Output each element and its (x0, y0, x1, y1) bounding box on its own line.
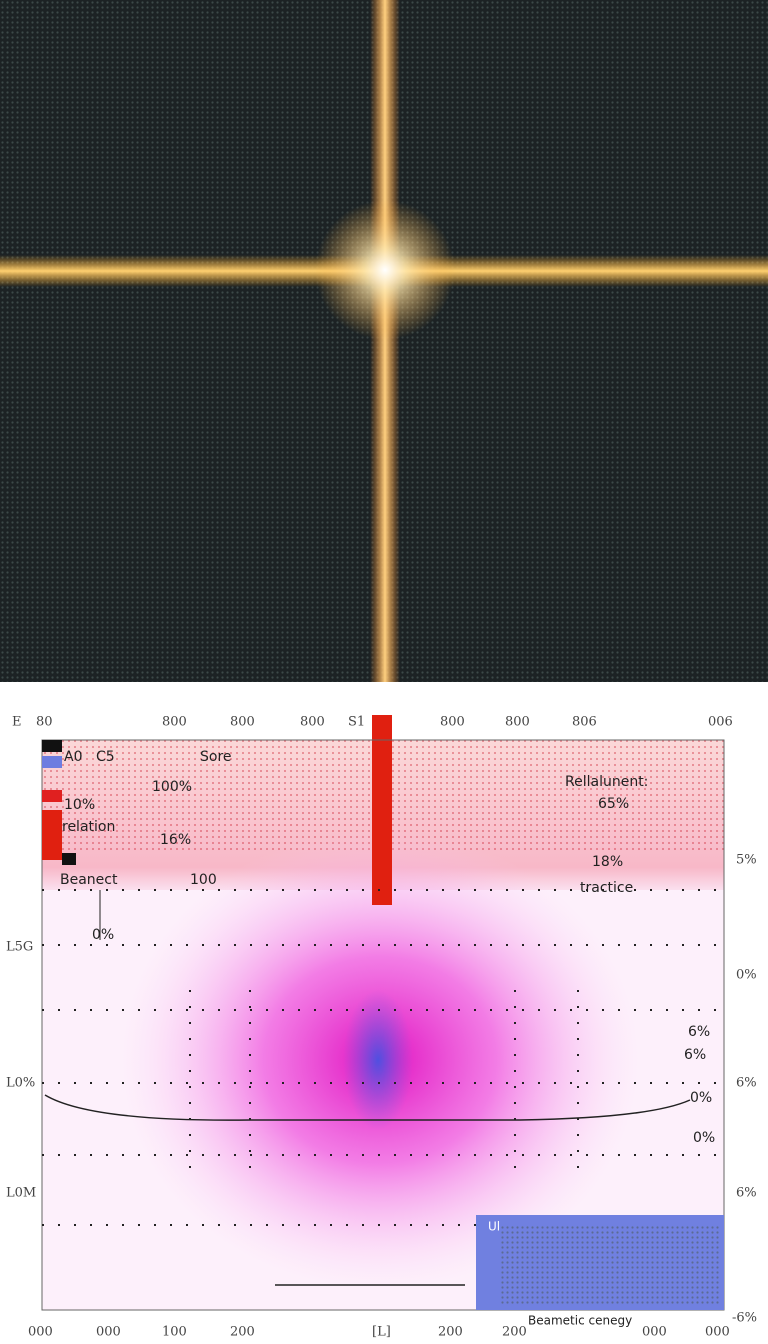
legend-text: 0% (92, 927, 114, 943)
left-axis-label: L5G (6, 940, 33, 955)
inset-caption: Beametic cenegy (528, 1314, 632, 1328)
inset-label: Ul (488, 1220, 500, 1234)
bottom-axis-label: 000 (705, 1325, 730, 1340)
bottom-axis-label: 200 (230, 1325, 255, 1340)
top-axis-label: 800 (300, 715, 325, 730)
bottom-axis-label: 200 (438, 1325, 463, 1340)
right-axis-label: 5% (736, 853, 757, 868)
labels: E 80 800 800 800 S1 800 800 806 006 A0 C… (6, 715, 757, 1340)
legend-text: relation (62, 819, 115, 835)
top-axis-label: E (12, 715, 22, 730)
legend-text: Sore (200, 749, 232, 765)
annotation: 0% (690, 1090, 712, 1106)
top-axis-label: 800 (505, 715, 530, 730)
annotation: 65% (598, 796, 629, 812)
bottom-axis-label: 200 (502, 1325, 527, 1340)
legend-text: Beanect (60, 872, 118, 888)
top-axis-label: 800 (440, 715, 465, 730)
bottom-axis-label: 000 (96, 1325, 121, 1340)
plot (0, 682, 768, 1344)
top-axis-label: S1 (348, 715, 365, 730)
annotation: 0% (693, 1130, 715, 1146)
top-axis-label: 80 (36, 715, 53, 730)
top-axis-label: 806 (572, 715, 597, 730)
bottom-axis-label: 100 (162, 1325, 187, 1340)
left-axis-label: L0% (6, 1076, 35, 1091)
right-axis-label: 0% (736, 968, 757, 983)
legend-text: 16% (160, 832, 191, 848)
legend-text: 100 (190, 872, 217, 888)
legend-text: 100% (152, 779, 192, 795)
annotation: Rellalunent: (565, 774, 648, 790)
bottom-axis-label: [L] (372, 1325, 391, 1340)
legend-text: 10% (64, 797, 95, 813)
annotation: 18% (592, 854, 623, 870)
top-axis-label: 006 (708, 715, 733, 730)
annotation: 6% (684, 1047, 706, 1063)
bottom-axis-label: 000 (642, 1325, 667, 1340)
top-axis-label: 800 (230, 715, 255, 730)
right-axis-label: 6% (736, 1186, 757, 1201)
photo (0, 0, 768, 740)
top-axis-label: 800 (162, 715, 187, 730)
annotation: 6% (688, 1024, 710, 1040)
legend-text: A0 (64, 749, 82, 765)
annotation: tractice (580, 880, 633, 896)
right-axis-label: 6% (736, 1076, 757, 1091)
right-axis-label: -6% (732, 1311, 757, 1326)
legend-text: C5 (96, 749, 115, 765)
left-axis-label: L0M (6, 1186, 36, 1201)
bottom-axis-label: 000 (28, 1325, 53, 1340)
